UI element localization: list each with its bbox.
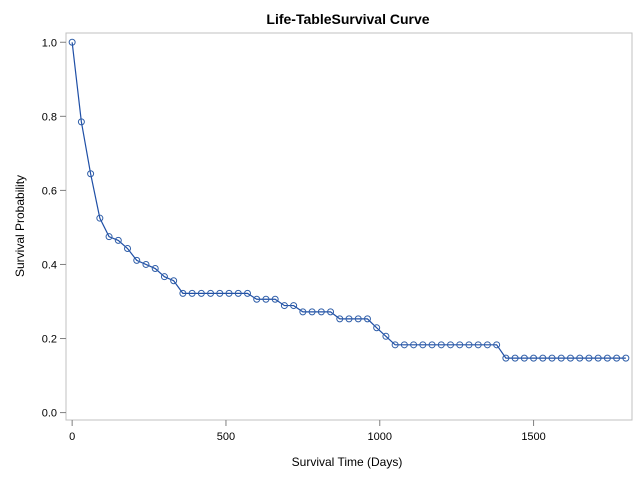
data-point — [234, 289, 242, 297]
x-tick-label: 0 — [69, 431, 75, 443]
data-point — [539, 354, 547, 362]
data-point — [493, 341, 501, 349]
data-point — [253, 295, 261, 303]
data-point — [576, 354, 584, 362]
plot-frame — [65, 32, 633, 421]
data-point — [133, 256, 141, 264]
data-point — [114, 236, 122, 244]
data-point — [373, 324, 381, 332]
data-point — [151, 265, 159, 273]
data-point — [142, 260, 150, 268]
data-point — [299, 308, 307, 316]
data-point — [188, 289, 196, 297]
x-axis: 0 500 1000 1500 — [69, 420, 546, 443]
y-tick-label: 0.0 — [42, 408, 57, 420]
data-point — [382, 332, 390, 340]
data-point — [280, 302, 288, 310]
data-point — [271, 295, 279, 303]
data-point — [308, 308, 316, 316]
data-point — [225, 289, 233, 297]
data-point — [243, 289, 251, 297]
x-tick-label: 1500 — [521, 431, 545, 443]
data-point — [124, 245, 132, 253]
data-point — [179, 289, 187, 297]
data-point — [105, 233, 113, 241]
x-tick-label: 500 — [217, 431, 235, 443]
series-line-group — [68, 38, 630, 362]
data-point — [548, 354, 556, 362]
data-point — [400, 341, 408, 349]
data-point — [530, 354, 538, 362]
data-point — [557, 354, 565, 362]
data-point — [207, 289, 215, 297]
data-point — [363, 315, 371, 323]
y-tick-label: 0.4 — [42, 259, 57, 271]
data-point — [456, 341, 464, 349]
y-axis: 0.0 0.2 0.4 0.6 0.8 1.0 — [42, 37, 66, 420]
data-point — [465, 341, 473, 349]
data-point — [262, 295, 270, 303]
data-point — [216, 289, 224, 297]
chart-title: Life-TableSurvival Curve — [266, 11, 429, 27]
data-point — [160, 273, 168, 281]
data-point — [428, 341, 436, 349]
data-point — [327, 308, 335, 316]
survival-curve-line — [71, 42, 626, 359]
data-point — [77, 118, 85, 126]
x-tick-label: 1000 — [368, 431, 392, 443]
y-tick-label: 1.0 — [42, 37, 57, 49]
data-point — [447, 341, 455, 349]
data-point — [585, 354, 593, 362]
data-point — [622, 354, 630, 362]
data-point — [502, 354, 510, 362]
data-point — [290, 302, 298, 310]
data-point — [391, 341, 399, 349]
data-point — [354, 315, 362, 323]
y-tick-label: 0.6 — [42, 185, 57, 197]
data-point — [419, 341, 427, 349]
data-point — [483, 341, 491, 349]
data-point — [170, 277, 178, 285]
data-point — [603, 354, 611, 362]
data-point — [566, 354, 574, 362]
y-tick-label: 0.8 — [42, 111, 57, 123]
data-point — [511, 354, 519, 362]
x-axis-label: Survival Time (Days) — [292, 455, 403, 469]
data-point — [594, 354, 602, 362]
y-tick-label: 0.2 — [42, 334, 57, 346]
data-point — [87, 170, 95, 178]
data-point — [410, 341, 418, 349]
data-point — [317, 308, 325, 316]
data-point — [68, 38, 76, 46]
data-point — [336, 315, 344, 323]
data-point — [437, 341, 445, 349]
y-axis-label: Survival Probability — [13, 175, 27, 277]
data-point — [613, 354, 621, 362]
data-point — [520, 354, 528, 362]
data-point — [96, 214, 104, 222]
data-point — [345, 315, 353, 323]
data-point — [197, 289, 205, 297]
data-point — [474, 341, 482, 349]
